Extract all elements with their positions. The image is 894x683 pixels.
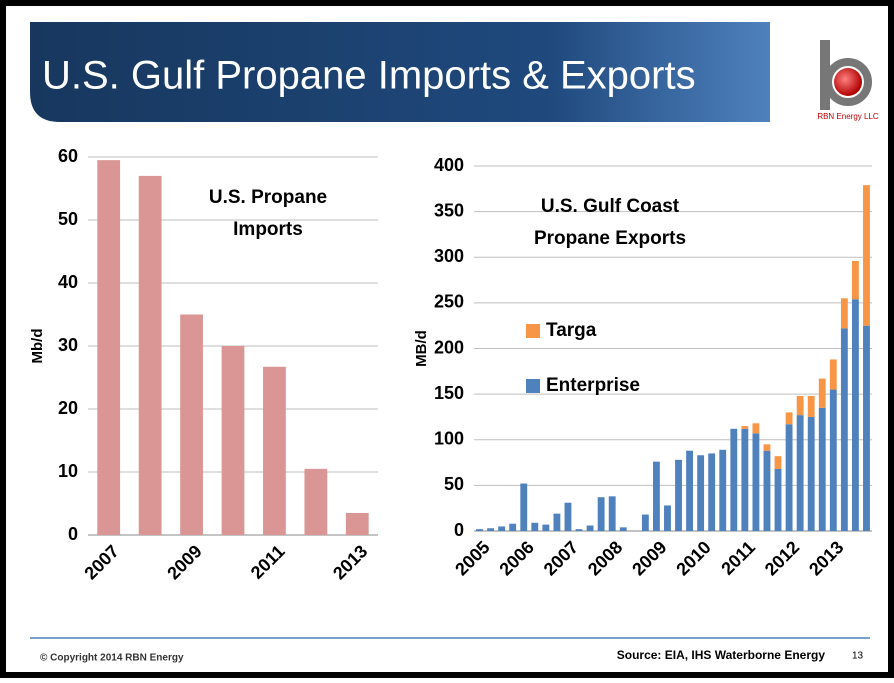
bar — [97, 160, 121, 535]
bar-segment — [774, 468, 782, 531]
bar — [138, 175, 162, 535]
bar — [345, 512, 369, 535]
y-tick-label: 10 — [58, 461, 78, 481]
legend-label: Enterprise — [546, 375, 640, 396]
bar-segment — [863, 325, 870, 531]
bar-segment — [785, 412, 793, 425]
y-tick-label: 60 — [58, 146, 78, 166]
bar-segment — [851, 260, 859, 300]
y-tick-label: 200 — [434, 337, 464, 357]
logo: RBN Energy LLC — [817, 40, 879, 121]
bar — [221, 346, 245, 535]
y-tick-label: 20 — [58, 398, 78, 418]
y-tick-label: 300 — [434, 246, 464, 266]
bar-segment — [807, 416, 815, 531]
bar-segment — [697, 455, 705, 531]
bar-segment — [840, 328, 848, 531]
bar-segment — [575, 529, 583, 531]
bar-segment — [818, 378, 826, 408]
bar-segment — [476, 529, 483, 531]
bar-segment — [686, 450, 694, 531]
legend-swatch — [526, 379, 540, 393]
bar-segment — [763, 450, 771, 531]
bar-segment — [774, 456, 782, 469]
bar-segment — [796, 395, 804, 416]
bar — [304, 468, 328, 535]
y-tick-label: 0 — [68, 524, 78, 544]
bar-segment — [619, 527, 627, 531]
bar-segment — [675, 459, 682, 531]
source: Source: EIA, IHS Waterborne Energy — [617, 648, 826, 662]
annotation: U.S. Propane — [209, 187, 327, 208]
bar-segment — [863, 185, 870, 326]
y-tick-label: 400 — [434, 155, 464, 175]
y-tick-label: 50 — [58, 209, 78, 229]
bar-segment — [785, 424, 793, 531]
bar-segment — [730, 428, 738, 531]
bar-segment — [531, 522, 539, 531]
title-banner — [30, 22, 770, 122]
bar-segment — [641, 514, 649, 531]
bar-segment — [487, 528, 495, 531]
annotation: Imports — [233, 219, 303, 240]
bar-segment — [741, 428, 749, 531]
slide-title: U.S. Gulf Propane Imports & Exports — [42, 54, 696, 98]
bar-segment — [597, 497, 605, 531]
bar-segment — [851, 299, 859, 531]
legend-swatch — [526, 324, 540, 338]
annotation: U.S. Gulf Coast — [541, 196, 680, 217]
bar-segment — [664, 505, 671, 531]
y-tick-label: 350 — [434, 200, 464, 220]
bar-segment — [652, 461, 660, 531]
y-tick-label: 0 — [454, 520, 464, 540]
y-tick-label: 250 — [434, 292, 464, 312]
logo-text: RBN Energy LLC — [817, 112, 879, 121]
y-tick-label: 150 — [434, 383, 464, 403]
y-tick-label: 40 — [58, 272, 78, 292]
bar-segment — [741, 426, 749, 429]
y-axis-label: Mb/d — [29, 329, 46, 364]
bar-segment — [796, 415, 804, 531]
page-number: 13 — [852, 651, 864, 662]
bar — [180, 314, 203, 535]
copyright: © Copyright 2014 RBN Energy — [40, 653, 184, 664]
bar-segment — [586, 525, 594, 531]
bar-segment — [509, 523, 517, 531]
bar-segment — [553, 513, 561, 531]
bar-segment — [840, 298, 848, 329]
y-axis-label: MB/d — [413, 330, 430, 367]
bar-segment — [719, 449, 727, 531]
y-tick-label: 30 — [58, 335, 78, 355]
bar-segment — [807, 395, 815, 417]
bar-segment — [829, 389, 837, 531]
bar-segment — [829, 359, 837, 390]
y-tick-label: 100 — [434, 429, 464, 449]
y-tick-label: 50 — [444, 474, 464, 494]
bar-segment — [564, 502, 572, 531]
bar-segment — [752, 423, 760, 434]
bar-segment — [520, 483, 528, 531]
bar-segment — [763, 444, 771, 451]
bar-segment — [752, 433, 760, 531]
bar-segment — [542, 524, 550, 531]
legend-label: Targa — [546, 320, 597, 341]
bar-segment — [708, 453, 716, 531]
bar — [263, 366, 286, 535]
bar-segment — [608, 496, 616, 531]
bar-segment — [498, 526, 506, 531]
bar-segment — [818, 407, 826, 531]
annotation: Propane Exports — [534, 228, 686, 249]
